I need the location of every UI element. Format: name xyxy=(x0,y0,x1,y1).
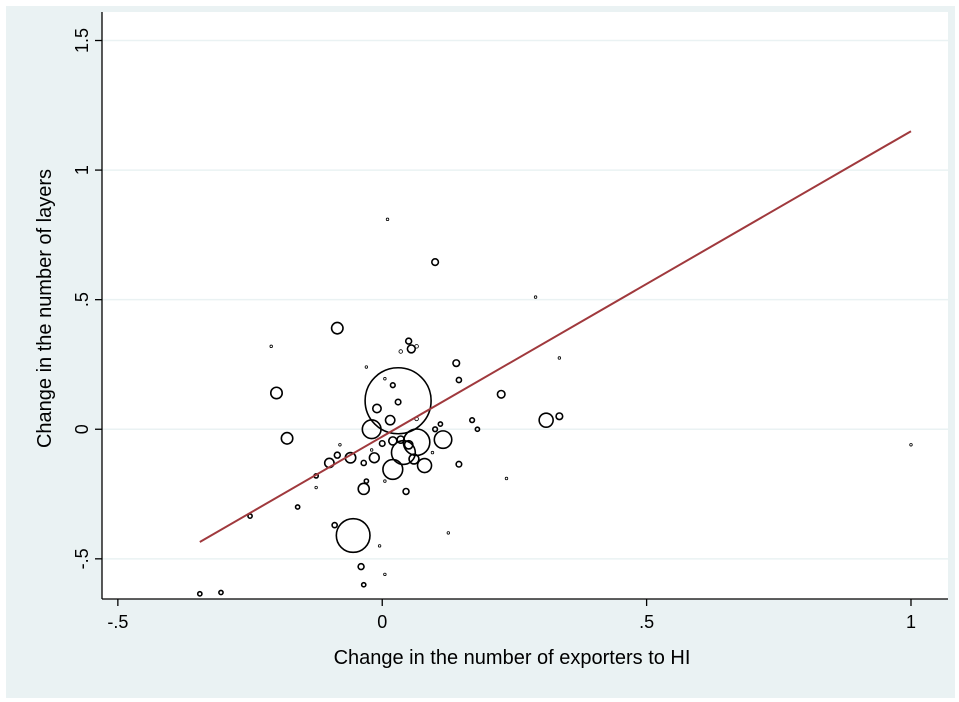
scatter-chart: -.5 0 .5 1 -.5 0 .5 1 1.5 Change in the number o… xyxy=(34,12,948,669)
data-point-3 xyxy=(390,439,417,466)
data-point-31 xyxy=(455,460,463,468)
y-tick-label-0: -.5 xyxy=(72,548,92,569)
y-tick-label-4: 1.5 xyxy=(72,28,92,53)
data-point-48 xyxy=(363,478,370,484)
data-point-44 xyxy=(294,504,301,510)
plot-area xyxy=(102,12,948,599)
data-point-0 xyxy=(364,366,432,435)
data-point-29 xyxy=(402,487,410,496)
fit-line xyxy=(199,130,912,543)
data-point-57 xyxy=(446,531,451,535)
data-point-52 xyxy=(385,217,390,222)
data-point-55 xyxy=(557,356,562,360)
y-tick-label-3: 1 xyxy=(72,165,92,175)
data-point-64 xyxy=(338,443,342,447)
x-tick-label-0: -.5 xyxy=(107,612,128,632)
data-point-62 xyxy=(909,443,913,447)
data-point-40 xyxy=(360,581,367,588)
data-point-59 xyxy=(383,572,387,577)
data-point-61 xyxy=(364,365,369,369)
data-point-24 xyxy=(431,257,440,267)
data-point-50 xyxy=(398,349,403,354)
data-point-38 xyxy=(431,426,439,433)
data-point-42 xyxy=(218,589,224,596)
data-point-49 xyxy=(414,344,419,349)
data-point-41 xyxy=(196,590,203,597)
y-tick-label-1: 0 xyxy=(72,424,92,434)
data-point-12 xyxy=(357,482,371,496)
data-point-11 xyxy=(330,321,344,335)
data-point-54 xyxy=(269,344,273,348)
axes: -.5 0 .5 1 -.5 0 .5 1 1.5 xyxy=(72,12,948,632)
data-point-66 xyxy=(383,377,387,381)
data-point-10 xyxy=(269,386,284,400)
data-point-22 xyxy=(496,389,506,399)
data-point-63 xyxy=(430,450,435,455)
x-tick-label-1: 0 xyxy=(377,612,387,632)
data-point-56 xyxy=(504,476,509,481)
data-point-67 xyxy=(369,448,374,452)
data-point-65 xyxy=(383,479,387,483)
data-point-15 xyxy=(408,453,420,465)
y-axis-title: Change in the number of layers xyxy=(34,169,56,448)
data-point-7 xyxy=(416,457,433,474)
data-point-5 xyxy=(361,419,382,440)
x-tick-label-3: 1 xyxy=(906,612,916,632)
fit-line-group xyxy=(199,130,912,543)
data-point-33 xyxy=(378,439,386,448)
data-point-17 xyxy=(384,414,396,426)
gridlines xyxy=(102,39,948,560)
data-point-36 xyxy=(331,521,339,529)
x-tick-label-2: .5 xyxy=(639,612,654,632)
data-point-6 xyxy=(433,430,453,450)
data-point-4 xyxy=(382,458,404,481)
data-point-30 xyxy=(357,562,365,571)
data-point-53 xyxy=(533,295,538,299)
data-point-23 xyxy=(396,435,406,445)
data-point-26 xyxy=(555,412,564,421)
data-points xyxy=(196,217,913,597)
data-point-1 xyxy=(335,517,371,554)
data-point-28 xyxy=(333,451,342,459)
data-point-25 xyxy=(452,359,461,368)
data-point-34 xyxy=(360,459,368,467)
data-point-19 xyxy=(403,439,414,450)
data-point-32 xyxy=(394,398,402,406)
data-point-47 xyxy=(437,421,444,427)
data-point-46 xyxy=(474,426,481,433)
chart-frame: -.5 0 .5 1 -.5 0 .5 1 1.5 Change in the number o… xyxy=(6,6,955,698)
data-point-18 xyxy=(371,403,382,414)
data-point-14 xyxy=(368,452,381,464)
data-point-39 xyxy=(468,417,476,424)
x-axis-title: Change in the number of exporters to HI xyxy=(334,647,691,669)
data-point-37 xyxy=(389,382,396,389)
data-point-35 xyxy=(455,376,463,384)
data-point-27 xyxy=(404,337,413,345)
data-point-60 xyxy=(314,485,318,490)
data-point-9 xyxy=(280,431,294,445)
y-tick-label-2: .5 xyxy=(72,292,92,307)
data-point-8 xyxy=(538,412,554,428)
data-point-58 xyxy=(377,544,382,548)
data-point-21 xyxy=(406,344,417,354)
